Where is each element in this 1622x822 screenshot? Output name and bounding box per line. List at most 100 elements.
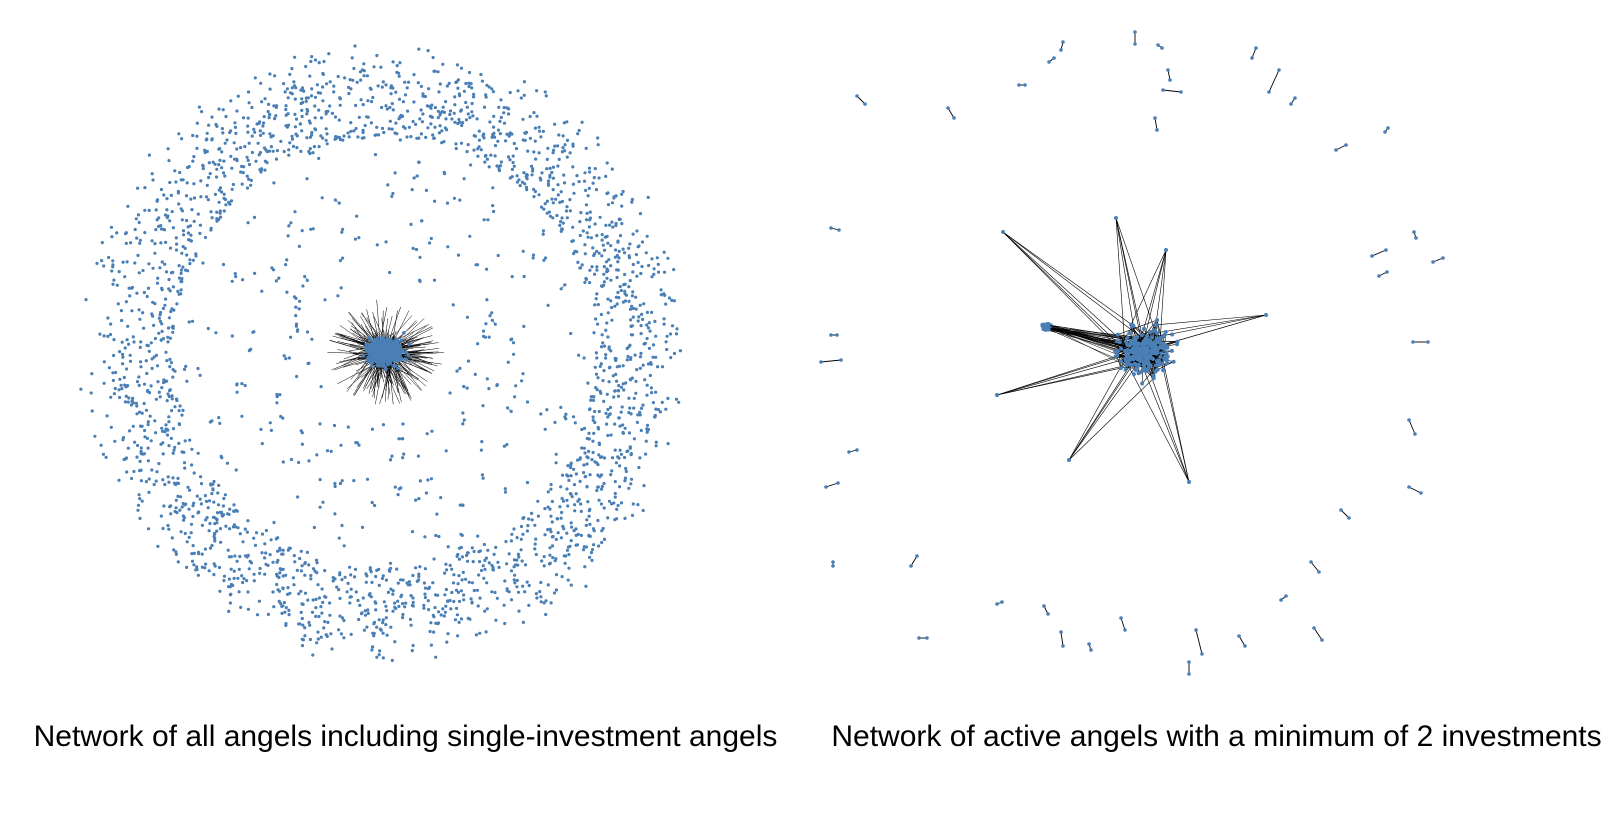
- network-node: [171, 476, 175, 480]
- network-node: [565, 548, 570, 552]
- network-node: [154, 431, 158, 435]
- network-node: [606, 269, 610, 273]
- network-node: [456, 590, 460, 595]
- network-node: [558, 200, 562, 204]
- network-node: [1137, 342, 1142, 346]
- network-node: [311, 567, 316, 571]
- network-node: [423, 592, 427, 596]
- network-node: [616, 260, 620, 264]
- network-node: [555, 213, 559, 218]
- network-node: [631, 270, 635, 274]
- network-node: [213, 537, 217, 541]
- network-node: [188, 262, 192, 266]
- network-node: [533, 139, 537, 143]
- network-node: [539, 580, 543, 585]
- network-node: [621, 247, 625, 251]
- network-node: [586, 381, 590, 385]
- network-node: [174, 248, 179, 252]
- network-node: [431, 581, 435, 585]
- network-node: [1141, 362, 1146, 367]
- network-node: [311, 598, 315, 602]
- network-node: [168, 357, 172, 361]
- network-node: [263, 542, 267, 546]
- network-node: [594, 188, 599, 192]
- network-node: [160, 322, 164, 326]
- network-node: [293, 125, 297, 129]
- network-node: [348, 78, 352, 82]
- network-node: [231, 182, 235, 187]
- network-node: [126, 400, 130, 404]
- network-node: [360, 136, 364, 140]
- network-node: [539, 205, 544, 209]
- network-node: [407, 80, 411, 84]
- network-node: [458, 366, 462, 370]
- network-node: [598, 215, 602, 219]
- network-node: [84, 298, 88, 302]
- network-node: [600, 484, 604, 489]
- network-node: [162, 378, 166, 382]
- network-node: [137, 493, 141, 497]
- network-node: [258, 129, 262, 133]
- network-node: [161, 452, 165, 456]
- network-node: [639, 271, 643, 276]
- network-node: [429, 643, 433, 647]
- network-node: [136, 213, 141, 217]
- network-node: [502, 121, 507, 125]
- network-node: [574, 533, 578, 538]
- network-node: [453, 120, 457, 124]
- network-node: [191, 544, 195, 548]
- network-node: [524, 131, 528, 135]
- network-node: [1140, 381, 1145, 386]
- network-node: [168, 180, 172, 185]
- network-node: [467, 84, 471, 89]
- network-node: [313, 58, 318, 62]
- network-node: [519, 96, 523, 100]
- network-node: [135, 412, 139, 416]
- network-node: [147, 208, 151, 212]
- network-node: [641, 363, 645, 367]
- network-node: [147, 349, 151, 353]
- network-node: [429, 621, 433, 625]
- network-node: [229, 582, 234, 587]
- network-node: [556, 164, 560, 168]
- network-node: [195, 146, 199, 150]
- network-node: [168, 246, 173, 250]
- network-node: [374, 133, 378, 137]
- network-node: [397, 71, 401, 75]
- network-edge: [398, 323, 430, 348]
- network-node: [281, 586, 285, 590]
- network-node: [1157, 358, 1162, 363]
- network-node: [479, 148, 483, 152]
- network-node: [321, 85, 325, 89]
- network-edge: [1142, 249, 1167, 348]
- network-node: [1118, 366, 1123, 371]
- network-node: [470, 600, 474, 604]
- network-node: [436, 622, 440, 626]
- network-node: [232, 576, 236, 581]
- network-node: [493, 154, 497, 158]
- network-node: [135, 404, 139, 408]
- network-node: [190, 552, 194, 556]
- network-node: [432, 630, 436, 634]
- network-node: [553, 122, 557, 126]
- network-node: [1155, 318, 1160, 322]
- network-node: [594, 317, 598, 321]
- network-node: [187, 535, 191, 540]
- network-node: [426, 478, 430, 482]
- network-node: [240, 164, 244, 168]
- network-node: [638, 366, 642, 370]
- network-node: [561, 146, 565, 150]
- network-node: [614, 295, 619, 299]
- network-node: [1187, 480, 1191, 484]
- network-node: [427, 586, 431, 590]
- network-node: [389, 587, 393, 591]
- network-node: [164, 297, 168, 301]
- network-node: [143, 231, 147, 235]
- network-node: [383, 343, 389, 348]
- network-node: [1067, 458, 1071, 462]
- network-node: [161, 526, 165, 531]
- network-node: [233, 121, 237, 125]
- network-node: [281, 416, 285, 420]
- network-node: [569, 463, 573, 467]
- network-node: [199, 502, 203, 506]
